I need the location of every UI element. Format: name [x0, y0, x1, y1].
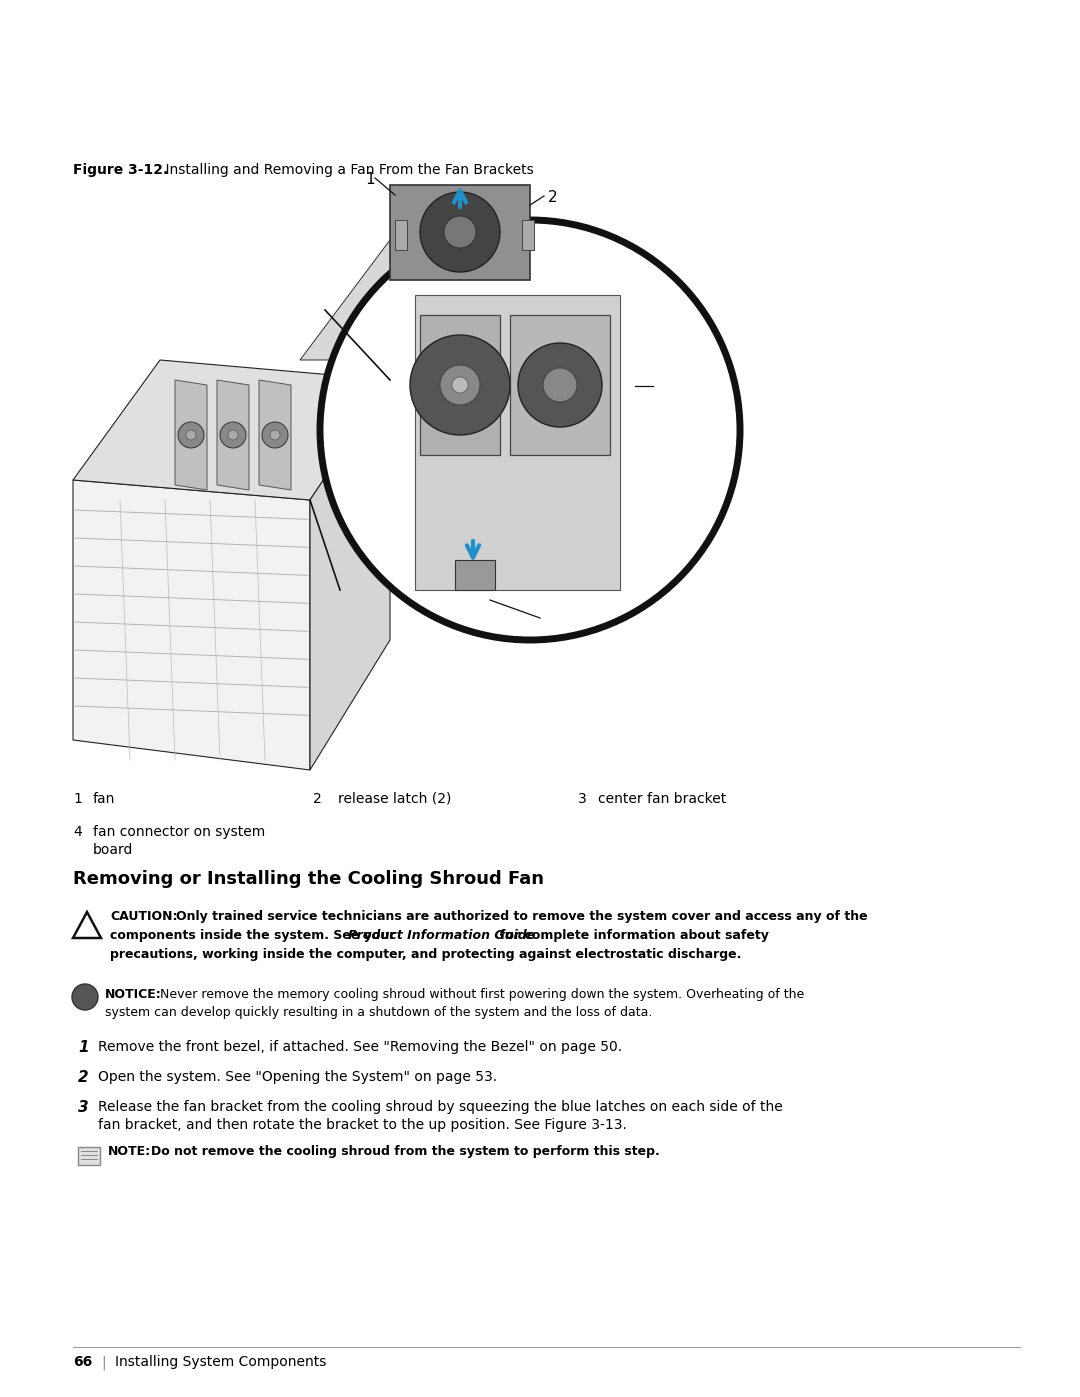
Circle shape — [270, 430, 280, 440]
Text: 3: 3 — [578, 792, 586, 806]
Polygon shape — [415, 295, 620, 590]
Text: 66: 66 — [73, 1355, 92, 1369]
Circle shape — [518, 344, 602, 427]
Polygon shape — [300, 240, 510, 360]
Polygon shape — [310, 380, 390, 770]
Polygon shape — [73, 481, 310, 770]
Circle shape — [453, 377, 468, 393]
Circle shape — [440, 365, 480, 405]
Text: for complete information about safety: for complete information about safety — [500, 929, 769, 942]
Text: components inside the system. See your: components inside the system. See your — [110, 929, 400, 942]
Circle shape — [262, 422, 288, 448]
Text: fan bracket, and then rotate the bracket to the up position. See Figure 3-13.: fan bracket, and then rotate the bracket… — [98, 1118, 626, 1132]
Text: 2: 2 — [78, 1070, 89, 1085]
Text: Installing System Components: Installing System Components — [114, 1355, 326, 1369]
Text: Remove the front bezel, if attached. See "Removing the Bezel" on page 50.: Remove the front bezel, if attached. See… — [98, 1039, 622, 1053]
Circle shape — [410, 335, 510, 434]
Text: NOTE:: NOTE: — [108, 1146, 151, 1158]
Text: Figure 3-12.: Figure 3-12. — [73, 163, 168, 177]
Text: 4: 4 — [540, 620, 550, 636]
Polygon shape — [510, 314, 610, 455]
Text: NOTICE:: NOTICE: — [105, 988, 162, 1002]
Text: 4: 4 — [73, 826, 82, 840]
Polygon shape — [420, 314, 500, 455]
Text: Release the fan bracket from the cooling shroud by squeezing the blue latches on: Release the fan bracket from the cooling… — [98, 1099, 783, 1113]
Text: 2: 2 — [548, 190, 557, 205]
Text: fan connector on system: fan connector on system — [93, 826, 266, 840]
Text: center fan bracket: center fan bracket — [598, 792, 726, 806]
Text: CAUTION:: CAUTION: — [110, 909, 177, 923]
Text: |: | — [102, 1355, 106, 1369]
Text: precautions, working inside the computer, and protecting against electrostatic d: precautions, working inside the computer… — [110, 949, 741, 961]
Polygon shape — [73, 912, 102, 937]
FancyBboxPatch shape — [78, 1147, 100, 1165]
Circle shape — [178, 422, 204, 448]
Polygon shape — [175, 380, 207, 490]
Text: 3: 3 — [78, 1099, 89, 1115]
Text: Removing or Installing the Cooling Shroud Fan: Removing or Installing the Cooling Shrou… — [73, 870, 544, 888]
Text: ✓: ✓ — [81, 1148, 91, 1160]
Text: 3: 3 — [654, 380, 665, 395]
Circle shape — [320, 219, 740, 640]
Text: ▶: ▶ — [81, 992, 89, 1002]
Text: Product Information Guide: Product Information Guide — [348, 929, 536, 942]
Text: 2: 2 — [313, 792, 322, 806]
Text: board: board — [93, 842, 133, 856]
Text: Only trained service technicians are authorized to remove the system cover and a: Only trained service technicians are aut… — [176, 909, 867, 923]
Text: fan: fan — [93, 792, 116, 806]
Text: 1: 1 — [365, 172, 375, 187]
Circle shape — [444, 217, 476, 249]
Polygon shape — [455, 560, 495, 590]
Text: Installing and Removing a Fan From the Fan Brackets: Installing and Removing a Fan From the F… — [148, 163, 534, 177]
Text: system can develop quickly resulting in a shutdown of the system and the loss of: system can develop quickly resulting in … — [105, 1006, 652, 1018]
Polygon shape — [390, 184, 530, 279]
Circle shape — [543, 367, 577, 402]
Circle shape — [228, 430, 238, 440]
Polygon shape — [217, 380, 249, 490]
Text: Do not remove the cooling shroud from the system to perform this step.: Do not remove the cooling shroud from th… — [151, 1146, 660, 1158]
Polygon shape — [73, 360, 390, 500]
Text: Open the system. See "Opening the System" on page 53.: Open the system. See "Opening the System… — [98, 1070, 497, 1084]
Text: Never remove the memory cooling shroud without first powering down the system. O: Never remove the memory cooling shroud w… — [160, 988, 805, 1002]
Polygon shape — [522, 219, 534, 250]
Text: 1: 1 — [73, 792, 82, 806]
Circle shape — [420, 191, 500, 272]
Circle shape — [72, 983, 98, 1010]
Polygon shape — [259, 380, 291, 490]
Circle shape — [220, 422, 246, 448]
Text: release latch (2): release latch (2) — [338, 792, 451, 806]
Text: !: ! — [84, 918, 90, 930]
Polygon shape — [395, 219, 407, 250]
Text: 1: 1 — [78, 1039, 89, 1055]
Circle shape — [186, 430, 195, 440]
